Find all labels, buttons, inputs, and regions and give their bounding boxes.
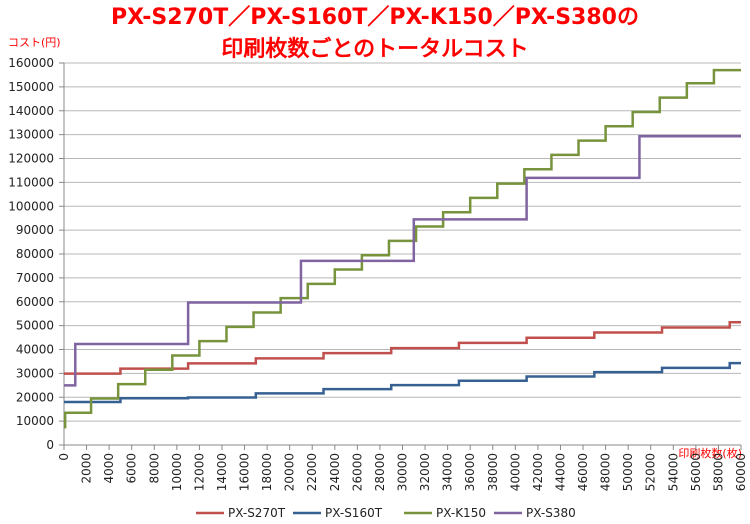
x-tick-label: 10000 [170, 453, 184, 491]
x-tick-label: 54000 [666, 453, 680, 491]
x-tick-label: 4000 [102, 453, 116, 484]
x-tick-label: 46000 [576, 453, 590, 491]
x-tick-label: 2000 [80, 453, 94, 484]
x-tick-label: 20000 [283, 453, 297, 491]
chart-title-line1: PX-S270T／PX-S160T／PX-K150／PX-S380の [111, 5, 639, 30]
x-tick-label: 42000 [531, 453, 545, 491]
y-tick-label: 110000 [8, 175, 54, 189]
x-tick-label: 8000 [147, 453, 161, 484]
x-tick-label: 38000 [486, 453, 500, 491]
y-tick-label: 90000 [16, 223, 54, 237]
legend-label-px-s270t: PX-S270T [228, 506, 286, 520]
y-tick-label: 80000 [16, 247, 54, 261]
x-tick-label: 34000 [441, 453, 455, 491]
x-tick-label: 58000 [711, 453, 725, 491]
y-tick-label: 0 [46, 438, 54, 452]
x-axis-label: 印刷枚数(枚) [678, 447, 742, 460]
y-tick-label: 50000 [16, 319, 54, 333]
series-line-px-k150 [63, 68, 741, 429]
y-tick-label: 10000 [16, 414, 54, 428]
y-tick-label: 150000 [8, 80, 54, 94]
x-tick-label: 22000 [305, 453, 319, 491]
x-tick-label: 36000 [463, 453, 477, 491]
y-tick-label: 70000 [16, 271, 54, 285]
y-tick-label: 100000 [8, 199, 54, 213]
x-tick-label: 6000 [125, 453, 139, 484]
y-tick-label: 40000 [16, 343, 54, 357]
legend-label-px-k150: PX-K150 [436, 506, 486, 520]
legend-label-px-s160t: PX-S160T [325, 506, 383, 520]
y-tick-label: 60000 [16, 295, 54, 309]
x-tick-label: 60000 [734, 453, 748, 491]
x-tick-label: 14000 [215, 453, 229, 491]
x-tick-label: 28000 [373, 453, 387, 491]
series-line-px-s160t [64, 361, 741, 404]
y-tick-label: 120000 [8, 152, 54, 166]
y-tick-label: 140000 [8, 104, 54, 118]
x-tick-label: 44000 [553, 453, 567, 491]
x-tick-label: 0 [57, 453, 71, 461]
y-tick-label: 30000 [16, 366, 54, 380]
x-tick-label: 52000 [644, 453, 658, 491]
x-tick-label: 18000 [260, 453, 274, 491]
x-tick-label: 16000 [238, 453, 252, 491]
series-line-px-s270t [64, 321, 741, 375]
chart-title-line2: 印刷枚数ごとのトータルコスト [221, 37, 529, 62]
x-tick-label: 48000 [599, 453, 613, 491]
x-tick-label: 56000 [689, 453, 703, 491]
y-tick-label: 130000 [8, 128, 54, 142]
y-tick-label: 20000 [16, 390, 54, 404]
x-tick-label: 32000 [418, 453, 432, 491]
y-tick-label: 160000 [8, 56, 54, 70]
legend-label-px-s380: PX-S380 [526, 506, 576, 520]
series-line-px-s380 [64, 135, 741, 387]
x-tick-label: 50000 [621, 453, 635, 491]
y-axis-label: コスト(円) [8, 36, 61, 49]
x-tick-label: 40000 [508, 453, 522, 491]
x-tick-label: 26000 [350, 453, 364, 491]
x-tick-label: 12000 [192, 453, 206, 491]
x-tick-label: 30000 [396, 453, 410, 491]
x-tick-label: 24000 [328, 453, 342, 491]
